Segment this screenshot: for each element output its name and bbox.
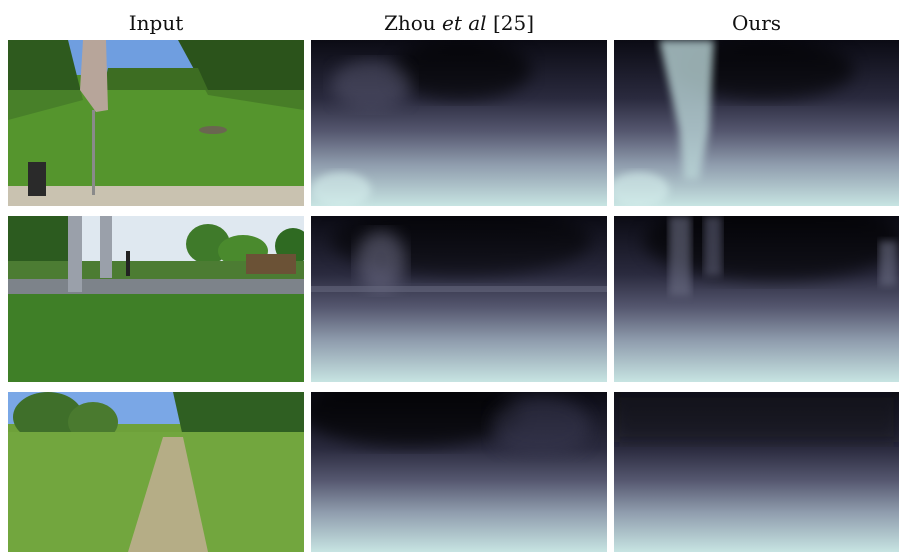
input-image-row-2 [8, 216, 304, 382]
input-image-row-1 [8, 40, 304, 206]
column-header-input: Input [8, 10, 304, 36]
header-input-label: Input [128, 11, 184, 35]
ours-depth-map-row-1 [614, 40, 899, 206]
header-ours-label: Ours [731, 11, 782, 35]
header-zhou-etal: et al [442, 11, 487, 35]
ours-depth-map-row-3 [614, 392, 899, 552]
header-zhou-ref: [25] [486, 11, 535, 35]
zhou-depth-map-row-1 [311, 40, 607, 206]
column-header-ours: Ours [614, 10, 899, 36]
input-image-row-3 [8, 392, 304, 552]
ours-depth-map-row-2 [614, 216, 899, 382]
zhou-depth-map-row-3 [311, 392, 607, 552]
header-zhou-prefix: Zhou [383, 11, 443, 35]
column-header-zhou: Zhou et al [25] [311, 10, 607, 36]
zhou-depth-map-row-2 [311, 216, 607, 382]
